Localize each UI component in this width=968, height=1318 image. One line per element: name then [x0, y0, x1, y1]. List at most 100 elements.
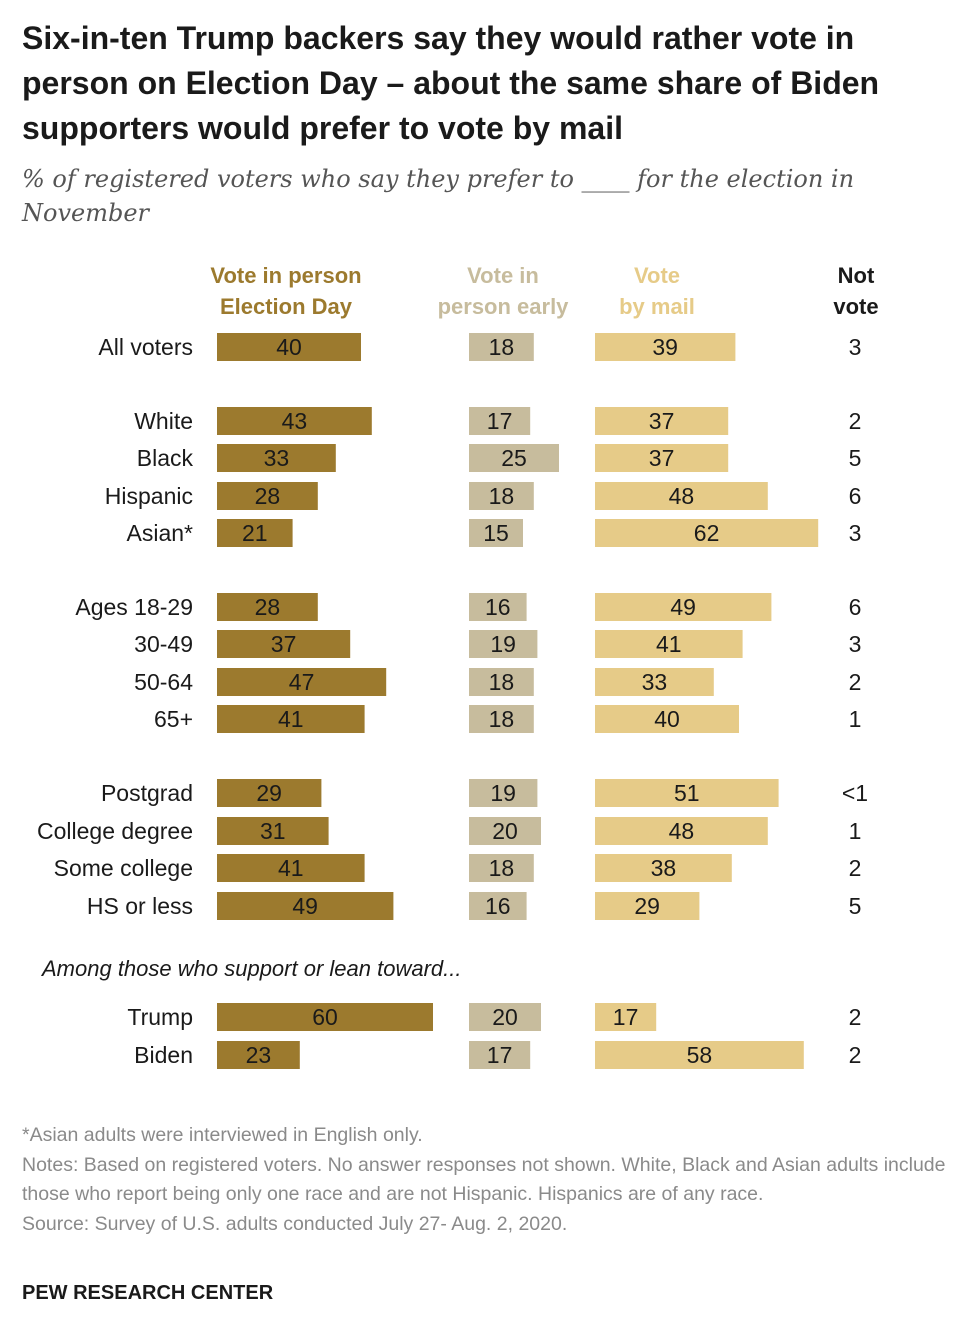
value-label-vote-by-mail-50-64: 33 [642, 669, 668, 695]
value-label-vote-in-person-early-ages-18-29: 16 [485, 594, 511, 620]
value-label-not-vote-biden: 2 [849, 1042, 862, 1068]
bar-vote-in-person-election-day-white [217, 407, 372, 435]
row-label-all-voters: All voters [98, 334, 193, 360]
value-label-vote-by-mail-all-voters: 39 [652, 334, 678, 360]
bar-vote-in-person-early-biden [469, 1041, 531, 1069]
bar-vote-by-mail-college-degree [595, 817, 768, 845]
bar-vote-in-person-election-day-30-49 [217, 630, 351, 658]
bar-vote-by-mail-some-college [595, 854, 732, 882]
value-label-vote-in-person-early-some-college: 18 [489, 855, 515, 881]
value-label-vote-in-person-election-day-65: 41 [278, 706, 304, 732]
value-label-vote-in-person-election-day-hs-or-less: 49 [292, 893, 318, 919]
row-label-30-49: 30-49 [134, 631, 193, 657]
row-label-asian: Asian* [127, 520, 194, 546]
column-header-vote-by-mail-line-2: by mail [619, 294, 695, 319]
bar-vote-in-person-early-postgrad [469, 779, 538, 807]
value-label-vote-by-mail-college-degree: 48 [669, 818, 695, 844]
value-label-vote-in-person-early-trump: 20 [492, 1004, 518, 1030]
notes-text: Notes: Based on registered voters. No an… [22, 1153, 946, 1206]
bar-vote-in-person-election-day-some-college [217, 854, 365, 882]
bar-vote-in-person-early-hispanic [469, 482, 534, 510]
value-label-vote-in-person-early-asian: 15 [483, 520, 509, 546]
chart-subtitle: % of registered voters who say they pref… [22, 165, 855, 227]
value-label-vote-in-person-election-day-black: 33 [264, 445, 290, 471]
value-label-not-vote-some-college: 2 [849, 855, 862, 881]
value-label-not-vote-trump: 2 [849, 1004, 862, 1030]
bar-vote-in-person-election-day-postgrad [217, 779, 322, 807]
value-label-vote-by-mail-hispanic: 48 [669, 483, 695, 509]
value-label-vote-by-mail-some-college: 38 [651, 855, 677, 881]
value-label-not-vote-65: 1 [849, 706, 862, 732]
bar-vote-in-person-early-30-49 [469, 630, 538, 658]
bar-vote-in-person-early-white [469, 407, 531, 435]
value-label-not-vote-white: 2 [849, 408, 862, 434]
value-label-not-vote-postgrad: <1 [842, 780, 868, 806]
bar-vote-in-person-election-day-hs-or-less [217, 892, 394, 920]
column-header-vote-by-mail-line-1: Vote [634, 263, 680, 288]
bar-vote-by-mail-hs-or-less [595, 892, 700, 920]
bar-vote-by-mail-asian [595, 519, 819, 547]
value-label-not-vote-hs-or-less: 5 [849, 893, 862, 919]
bar-vote-in-person-early-ages-18-29 [469, 593, 527, 621]
bar-vote-in-person-early-asian [469, 519, 523, 547]
bar-vote-by-mail-all-voters [595, 333, 736, 361]
row-label-black: Black [137, 445, 194, 471]
bar-vote-in-person-early-trump [469, 1003, 541, 1031]
value-label-vote-by-mail-postgrad: 51 [674, 780, 700, 806]
bar-vote-by-mail-hispanic [595, 482, 768, 510]
column-header-not-vote-line-1: Not [838, 263, 875, 288]
bar-vote-by-mail-biden [595, 1041, 804, 1069]
value-label-vote-in-person-election-day-postgrad: 29 [256, 780, 282, 806]
value-label-vote-in-person-early-all-voters: 18 [489, 334, 515, 360]
column-header-vote-in-person-election-day-line-1: Vote in person [210, 263, 361, 288]
bar-vote-in-person-early-50-64 [469, 668, 534, 696]
column-header-vote-in-person-election-day-line-2: Election Day [220, 294, 353, 319]
value-label-vote-in-person-early-postgrad: 19 [490, 780, 516, 806]
bar-vote-by-mail-65 [595, 705, 739, 733]
value-label-vote-in-person-election-day-some-college: 41 [278, 855, 304, 881]
bar-vote-in-person-election-day-ages-18-29 [217, 593, 318, 621]
value-label-vote-in-person-election-day-50-64: 47 [289, 669, 315, 695]
bar-vote-by-mail-white [595, 407, 729, 435]
value-label-not-vote-college-degree: 1 [849, 818, 862, 844]
value-label-vote-by-mail-hs-or-less: 29 [634, 893, 660, 919]
row-label-white: White [134, 408, 193, 434]
bar-vote-in-person-election-day-65 [217, 705, 365, 733]
value-label-not-vote-ages-18-29: 6 [849, 594, 862, 620]
bar-vote-in-person-election-day-biden [217, 1041, 300, 1069]
value-label-vote-by-mail-asian: 62 [694, 520, 720, 546]
value-label-vote-in-person-election-day-all-voters: 40 [276, 334, 302, 360]
bar-vote-in-person-early-some-college [469, 854, 534, 882]
bar-vote-by-mail-ages-18-29 [595, 593, 772, 621]
value-label-vote-by-mail-65: 40 [654, 706, 680, 732]
value-label-not-vote-all-voters: 3 [849, 334, 862, 360]
value-label-vote-in-person-early-hs-or-less: 16 [485, 893, 511, 919]
row-label-hispanic: Hispanic [105, 483, 193, 509]
row-label-college-degree: College degree [37, 818, 193, 844]
value-label-vote-in-person-early-hispanic: 18 [489, 483, 515, 509]
column-header-not-vote-line-2: vote [833, 294, 878, 319]
row-label-trump: Trump [127, 1004, 193, 1030]
value-label-not-vote-hispanic: 6 [849, 483, 862, 509]
value-label-vote-in-person-election-day-biden: 23 [246, 1042, 272, 1068]
footnote-asian: *Asian adults were interviewed in Englis… [22, 1124, 423, 1146]
value-label-vote-in-person-early-biden: 17 [487, 1042, 513, 1068]
source-text: Source: Survey of U.S. adults conducted … [22, 1212, 568, 1235]
row-label-biden: Biden [134, 1042, 193, 1068]
value-label-vote-in-person-early-college-degree: 20 [492, 818, 518, 844]
bar-chart: Vote in person Election Day Vote in person … [37, 263, 879, 1069]
bar-vote-in-person-election-day-hispanic [217, 482, 318, 510]
value-label-not-vote-30-49: 3 [849, 631, 862, 657]
value-label-vote-by-mail-black: 37 [649, 445, 675, 471]
row-label-ages-18-29: Ages 18-29 [75, 594, 193, 620]
bar-vote-in-person-election-day-asian [217, 519, 293, 547]
value-label-vote-in-person-election-day-hispanic: 28 [255, 483, 281, 509]
value-label-vote-by-mail-30-49: 41 [656, 631, 682, 657]
bar-vote-by-mail-30-49 [595, 630, 743, 658]
value-label-vote-in-person-election-day-white: 43 [282, 408, 308, 434]
notes-section: *Asian adults were interviewed in Englis… [22, 1121, 952, 1239]
bar-vote-in-person-election-day-all-voters [217, 333, 361, 361]
pew-logo-text: PEW RESEARCH CENTER [22, 1282, 274, 1304]
value-label-vote-in-person-election-day-college-degree: 31 [260, 818, 286, 844]
bar-vote-in-person-early-all-voters [469, 333, 534, 361]
